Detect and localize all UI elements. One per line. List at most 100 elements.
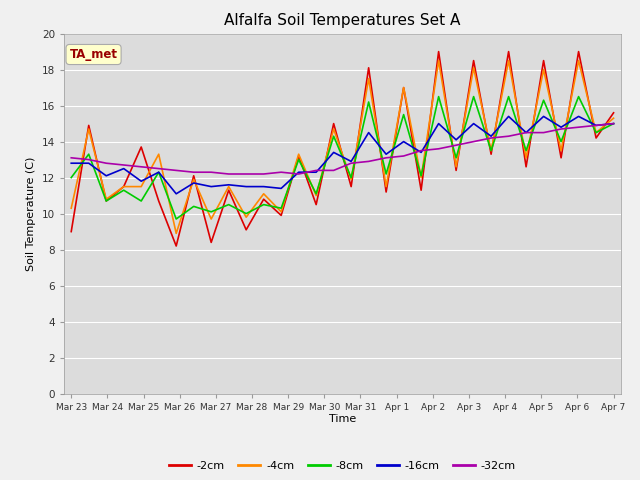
-32cm <box>155 166 163 171</box>
-2cm <box>382 189 390 195</box>
-4cm <box>417 175 425 180</box>
-8cm <box>138 198 145 204</box>
-4cm <box>348 177 355 182</box>
-8cm <box>277 205 285 211</box>
-32cm <box>190 169 198 175</box>
-32cm <box>610 120 618 126</box>
-16cm <box>592 122 600 128</box>
Line: -4cm: -4cm <box>71 60 614 233</box>
-4cm <box>365 76 372 82</box>
-32cm <box>172 168 180 173</box>
-16cm <box>295 169 303 175</box>
-32cm <box>138 164 145 170</box>
-2cm <box>67 228 75 234</box>
-8cm <box>312 191 320 197</box>
-2cm <box>452 168 460 173</box>
-16cm <box>225 182 232 188</box>
-16cm <box>575 113 582 119</box>
-4cm <box>400 84 408 90</box>
-4cm <box>312 192 320 199</box>
-8cm <box>505 94 513 99</box>
-32cm <box>435 146 442 152</box>
-4cm <box>207 216 215 222</box>
-16cm <box>260 184 268 190</box>
-2cm <box>120 184 127 190</box>
-2cm <box>312 202 320 207</box>
-32cm <box>400 153 408 159</box>
-32cm <box>312 168 320 173</box>
-8cm <box>260 202 268 207</box>
-16cm <box>138 178 145 184</box>
-32cm <box>505 133 513 139</box>
-8cm <box>400 112 408 118</box>
-4cm <box>435 58 442 63</box>
-2cm <box>243 227 250 233</box>
-32cm <box>417 148 425 154</box>
Title: Alfalfa Soil Temperatures Set A: Alfalfa Soil Temperatures Set A <box>224 13 461 28</box>
-2cm <box>85 122 93 128</box>
-4cm <box>277 209 285 215</box>
-32cm <box>575 124 582 130</box>
-32cm <box>295 171 303 177</box>
-4cm <box>120 184 127 190</box>
X-axis label: Time: Time <box>329 414 356 424</box>
-32cm <box>540 130 547 135</box>
-32cm <box>557 126 565 132</box>
-8cm <box>470 94 477 99</box>
-2cm <box>295 153 303 159</box>
-2cm <box>155 198 163 204</box>
-16cm <box>540 113 547 119</box>
-8cm <box>557 139 565 144</box>
-8cm <box>120 187 127 193</box>
-2cm <box>225 187 232 193</box>
Line: -8cm: -8cm <box>71 96 614 219</box>
-32cm <box>365 158 372 164</box>
-16cm <box>155 169 163 175</box>
-2cm <box>207 240 215 245</box>
-32cm <box>260 171 268 177</box>
-2cm <box>365 65 372 71</box>
-2cm <box>522 164 530 170</box>
-16cm <box>452 137 460 143</box>
-4cm <box>575 58 582 63</box>
-8cm <box>85 151 93 157</box>
-16cm <box>312 169 320 175</box>
-16cm <box>470 120 477 126</box>
-2cm <box>417 187 425 193</box>
-2cm <box>575 48 582 54</box>
-8cm <box>417 173 425 179</box>
Line: -32cm: -32cm <box>71 123 614 174</box>
-2cm <box>190 173 198 179</box>
-4cm <box>295 151 303 157</box>
-32cm <box>522 130 530 135</box>
-2cm <box>330 120 337 126</box>
-2cm <box>505 48 513 54</box>
-8cm <box>225 202 232 207</box>
-16cm <box>67 160 75 166</box>
-4cm <box>67 205 75 211</box>
-32cm <box>592 122 600 128</box>
-16cm <box>610 120 618 126</box>
-16cm <box>505 113 513 119</box>
-8cm <box>592 130 600 135</box>
-8cm <box>190 204 198 209</box>
-2cm <box>172 243 180 249</box>
-4cm <box>592 130 600 135</box>
-2cm <box>102 198 110 204</box>
-2cm <box>277 213 285 218</box>
-4cm <box>610 115 618 121</box>
-4cm <box>243 214 250 220</box>
-32cm <box>120 162 127 168</box>
-16cm <box>487 133 495 139</box>
-16cm <box>120 166 127 171</box>
-16cm <box>172 191 180 197</box>
-4cm <box>225 184 232 190</box>
-16cm <box>417 150 425 156</box>
-2cm <box>435 48 442 54</box>
-4cm <box>260 191 268 197</box>
-4cm <box>505 58 513 63</box>
-4cm <box>470 65 477 71</box>
-4cm <box>382 184 390 190</box>
-2cm <box>260 196 268 202</box>
-16cm <box>243 184 250 190</box>
